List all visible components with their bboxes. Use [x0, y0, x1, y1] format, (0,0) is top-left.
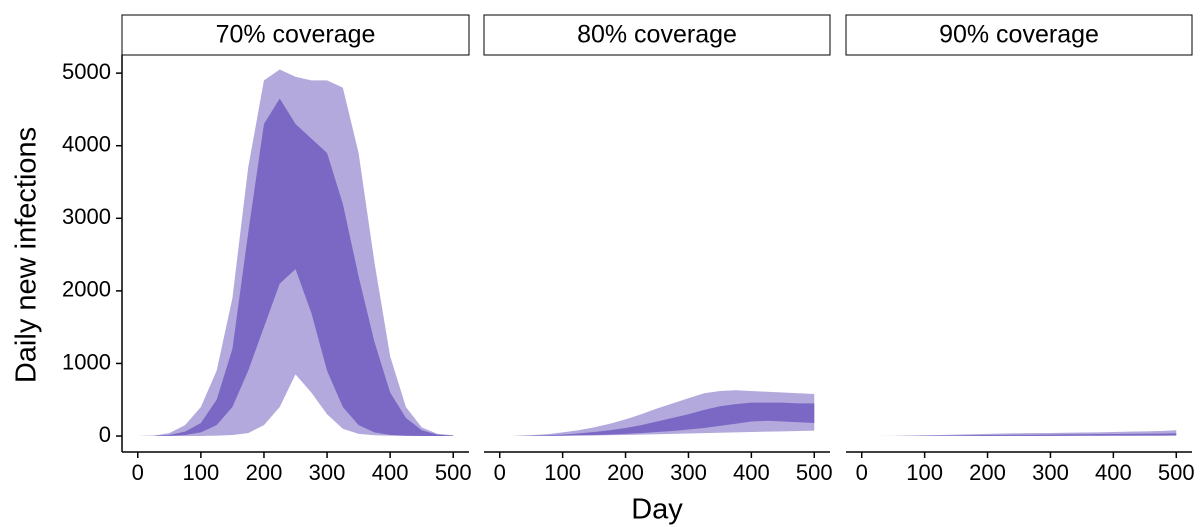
- x-tick-label: 500: [796, 460, 833, 485]
- x-axis-title: Day: [631, 494, 683, 526]
- strip-box: [121, 14, 470, 56]
- strip-title: 90% coverage: [939, 21, 1099, 49]
- x-tick-label: 0: [856, 460, 868, 485]
- x-tick-label: 200: [969, 460, 1006, 485]
- y-tick-label: 4000: [62, 132, 111, 157]
- band: [861, 433, 1177, 437]
- y-axis-title: Daily new infections: [11, 127, 43, 383]
- x-tick-label: 300: [1032, 460, 1069, 485]
- x-tick-label: 300: [309, 460, 346, 485]
- x-tick-label: 100: [544, 460, 581, 485]
- strip-title: 70% coverage: [216, 21, 376, 49]
- x-tick-label: 500: [435, 460, 472, 485]
- strip-box: [845, 14, 1193, 56]
- x-tick-label: 200: [607, 460, 644, 485]
- y-tick-label: 0: [99, 422, 111, 447]
- x-tick-label: 300: [670, 460, 707, 485]
- x-tick-label: 0: [132, 460, 144, 485]
- x-tick-label: 100: [183, 460, 220, 485]
- band: [499, 390, 815, 437]
- y-tick-label: 1000: [62, 349, 111, 374]
- strip-title: 80% coverage: [577, 21, 737, 49]
- x-tick-label: 400: [733, 460, 770, 485]
- y-tick-label: 3000: [62, 204, 111, 229]
- x-tick-label: 200: [246, 460, 283, 485]
- x-tick-label: 100: [906, 460, 943, 485]
- band: [137, 98, 454, 437]
- strip-box: [483, 14, 831, 56]
- x-tick-label: 400: [372, 460, 409, 485]
- x-tick-label: 400: [1095, 460, 1132, 485]
- y-tick-label: 2000: [62, 277, 111, 302]
- x-tick-label: 500: [1158, 460, 1195, 485]
- x-tick-label: 0: [494, 460, 506, 485]
- band: [499, 402, 815, 437]
- y-tick-label: 5000: [62, 59, 111, 84]
